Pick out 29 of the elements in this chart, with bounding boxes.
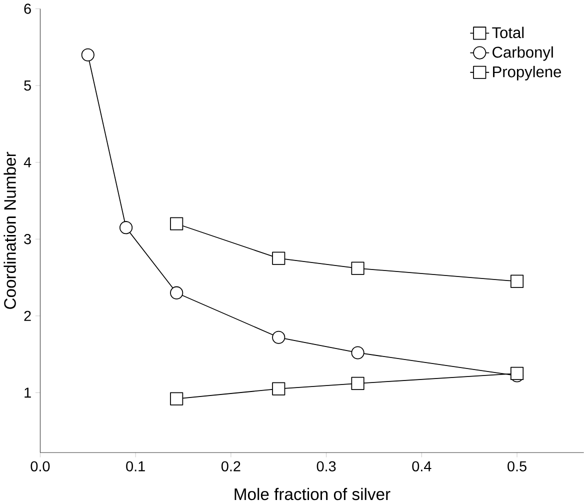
y-tick-label: 3 [24, 234, 31, 244]
legend-label: Carbonyl [492, 46, 553, 61]
x-tick-label: 0.2 [221, 461, 240, 472]
y-tick-label: 6 [24, 4, 31, 14]
x-tick-label: 0.4 [412, 461, 432, 472]
point [81, 48, 94, 62]
point [272, 382, 286, 396]
point [170, 286, 184, 300]
x-tick-label: 0.3 [316, 461, 336, 472]
point [351, 376, 364, 390]
x-tick-label: 0.1 [126, 461, 145, 472]
y-tick-label: 1 [24, 388, 31, 398]
y-tick-label: 2 [24, 310, 31, 322]
point [170, 392, 184, 406]
x-tick-label: 0.5 [508, 461, 526, 472]
point [351, 346, 364, 360]
y-axis-title: Coordination Number [4, 152, 16, 309]
x-axis-title: Mole fraction of silver [234, 488, 390, 500]
point [272, 330, 286, 344]
x-tick-label: 0.0 [30, 461, 50, 472]
point [119, 221, 133, 234]
point [170, 217, 184, 230]
y-tick-label: 4 [24, 157, 32, 168]
point [510, 274, 524, 288]
point [351, 262, 364, 275]
point [272, 252, 286, 265]
y-tick-label: 5 [24, 80, 31, 91]
legend-label: Total [492, 26, 524, 38]
legend-label: Propylene [493, 66, 562, 80]
